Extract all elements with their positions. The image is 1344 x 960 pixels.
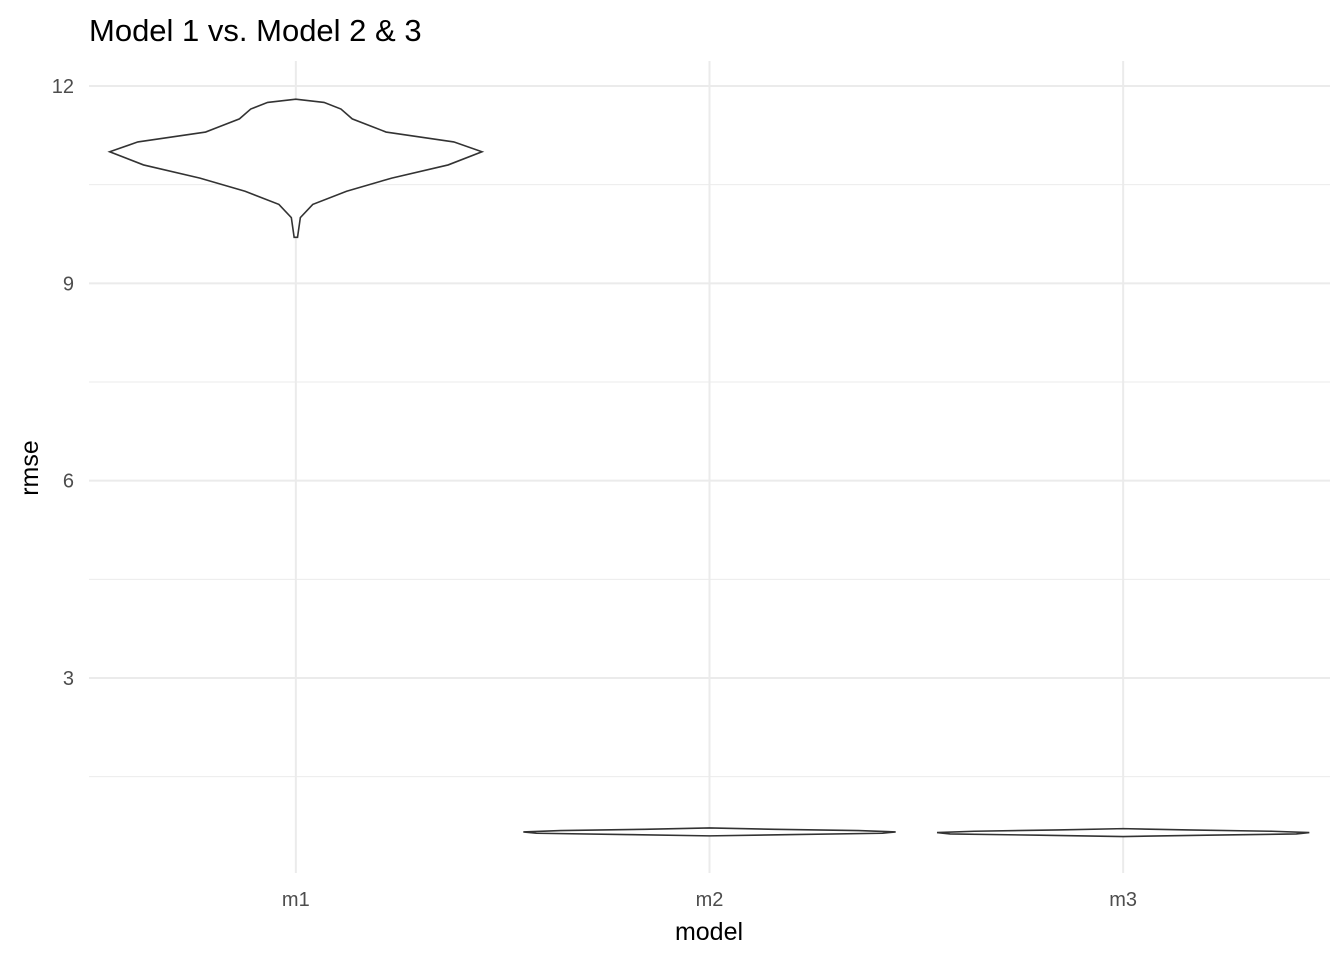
x-tick-label-m1: m1 [282, 889, 310, 911]
y-tick-label: 9 [63, 273, 74, 295]
x-tick-label-m3: m3 [1109, 889, 1137, 911]
grid-lines [89, 61, 1330, 873]
violin-series [107, 98, 1310, 838]
x-tick-label-m2: m2 [696, 889, 724, 911]
violin-m1 [107, 98, 485, 239]
chart-title: Model 1 vs. Model 2 & 3 [89, 13, 422, 48]
violin-m3 [936, 827, 1310, 838]
x-axis-ticks: m1 m2 m3 [282, 889, 1137, 911]
y-axis-ticks: 3 6 9 12 [52, 76, 74, 690]
y-tick-label: 12 [52, 76, 74, 98]
y-axis-title: rmse [16, 440, 44, 496]
y-tick-label: 6 [63, 471, 74, 493]
violin-m2 [523, 827, 896, 837]
x-axis-title: model [675, 918, 743, 946]
y-tick-label: 3 [63, 668, 74, 690]
